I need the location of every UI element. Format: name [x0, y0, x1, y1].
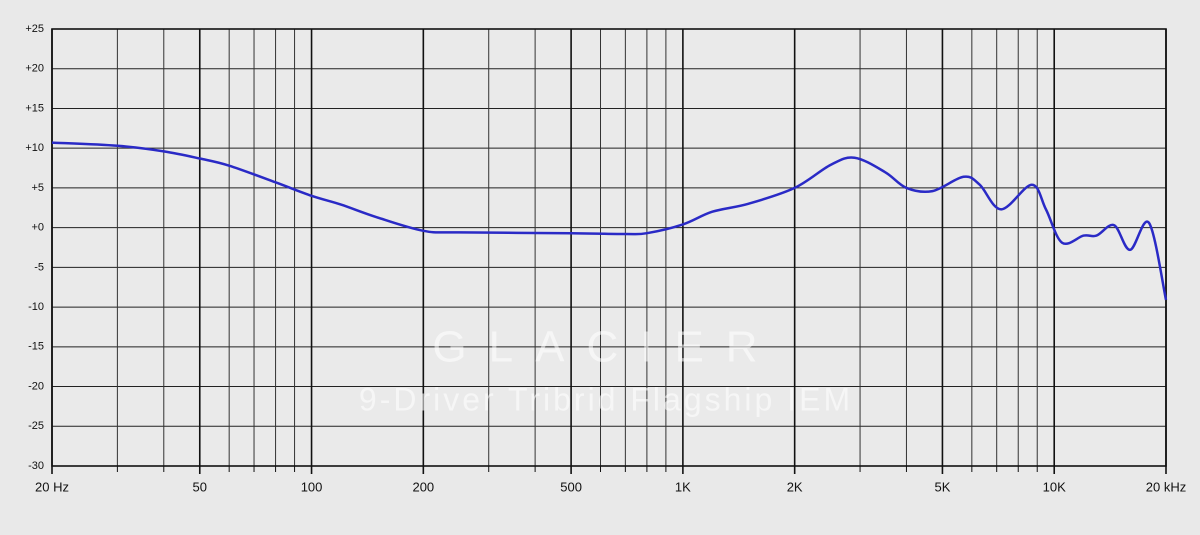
x-tick-label: 1K — [675, 479, 691, 494]
y-tick-label: -5 — [34, 261, 44, 273]
x-tick-label: 5K — [934, 479, 950, 494]
plot-area — [52, 29, 1166, 466]
watermark-title: GLACIER — [432, 323, 779, 372]
y-tick-label: -15 — [28, 341, 44, 353]
x-tick-label: 2K — [787, 479, 803, 494]
x-tick-label: 20 Hz — [35, 479, 69, 494]
y-tick-label: +25 — [25, 23, 44, 35]
y-tick-label: -30 — [28, 460, 44, 472]
response-line — [51, 141, 1168, 301]
y-tick-label: +20 — [25, 63, 44, 75]
y-tick-label: -25 — [28, 420, 44, 432]
y-tick-label: +15 — [25, 102, 44, 114]
x-tick-label: 20 kHz — [1146, 479, 1186, 494]
y-tick-label: +0 — [31, 222, 44, 234]
watermark-subtitle: 9-Driver Tribrid Flagship IEM — [359, 381, 853, 417]
y-tick-label: -10 — [28, 301, 44, 313]
x-tick-label: 50 — [193, 479, 207, 494]
x-tick-label: 10K — [1043, 479, 1066, 494]
plot-border — [51, 28, 1167, 467]
x-tick-label: 200 — [412, 479, 434, 494]
x-tick-label: 500 — [560, 479, 582, 494]
y-tick-label: +5 — [31, 182, 44, 194]
y-tick-label: -20 — [28, 380, 44, 392]
y-tick-label: +10 — [25, 142, 44, 154]
x-tick-label: 100 — [301, 479, 323, 494]
